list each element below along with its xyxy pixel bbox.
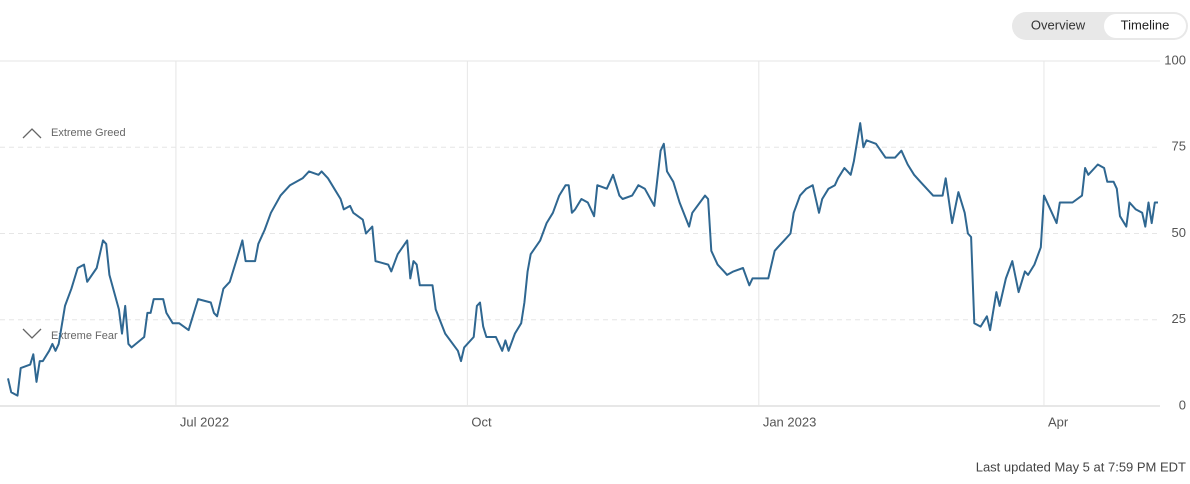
x-tick-label: Apr xyxy=(1048,414,1069,429)
greed-label: Extreme Greed xyxy=(51,127,126,139)
y-tick-label: 75 xyxy=(1172,139,1186,154)
overview-button[interactable]: Overview xyxy=(1031,17,1086,32)
greed-icon xyxy=(22,128,42,139)
y-tick-label: 0 xyxy=(1179,397,1186,412)
y-tick-label: 100 xyxy=(1164,52,1186,67)
footer: Last updated May 5 at 7:59 PM EDT xyxy=(976,459,1186,474)
y-tick-label: 50 xyxy=(1172,225,1186,240)
x-tick-label: Jan 2023 xyxy=(763,414,817,429)
toggle-selected xyxy=(1104,14,1186,38)
fear-label: Extreme Fear xyxy=(51,330,118,342)
x-tick-label: Oct xyxy=(471,414,492,429)
fear-greed-line xyxy=(7,122,1158,397)
fear-icon xyxy=(22,328,42,339)
timeline-button[interactable]: Timeline xyxy=(1121,17,1170,32)
y-tick-label: 25 xyxy=(1172,311,1186,326)
x-tick-label: Jul 2022 xyxy=(180,414,229,429)
